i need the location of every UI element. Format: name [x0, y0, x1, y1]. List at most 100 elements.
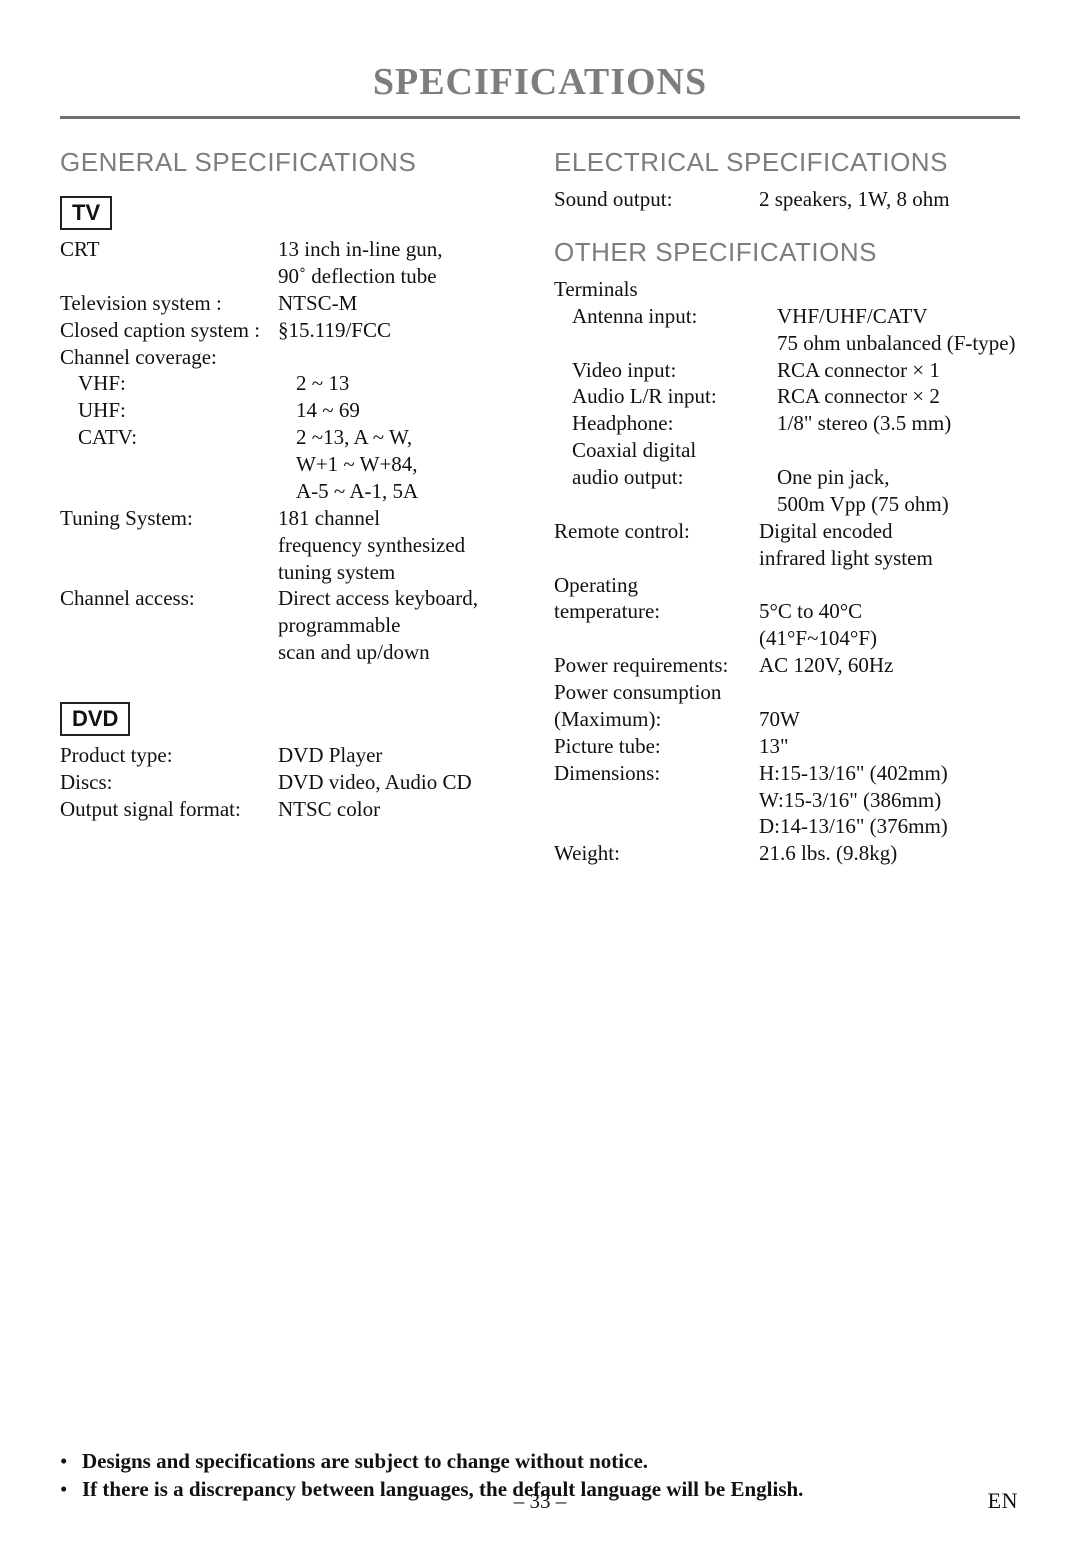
tv-spec-table: CRT 13 inch in-line gun, 90˚ deflection …	[60, 236, 526, 666]
spec-label: (Maximum):	[554, 706, 759, 733]
spec-value: 13 inch in-line gun, 90˚ deflection tube	[278, 236, 442, 290]
spec-label: Coaxial digital	[554, 437, 777, 464]
spec-value: DVD Player	[278, 742, 382, 769]
title-wrap: SPECIFICATIONS	[60, 60, 1020, 108]
spec-row-picture: Picture tube: 13"	[554, 733, 1020, 760]
page-number: – 33 –	[514, 1489, 567, 1514]
spec-label: Sound output:	[554, 186, 759, 213]
spec-value: RCA connector × 1	[777, 357, 940, 384]
spec-label: Power requirements:	[554, 652, 759, 679]
spec-label: Antenna input:	[554, 303, 777, 357]
spec-label: CATV:	[60, 424, 296, 505]
spec-row-coax2: audio output: One pin jack, 500m Vpp (75…	[554, 464, 1020, 518]
spec-row-coverage: Channel coverage:	[60, 344, 526, 371]
spec-row-powercons2: (Maximum): 70W	[554, 706, 1020, 733]
right-column: ELECTRICAL SPECIFICATIONS Sound output: …	[554, 137, 1020, 867]
spec-label: Power consumption	[554, 679, 759, 706]
spec-row-catv: CATV: 2 ~13, A ~ W, W+1 ~ W+84, A-5 ~ A-…	[60, 424, 526, 505]
spec-row-vhf: VHF: 2 ~ 13	[60, 370, 526, 397]
footer: – 33 –	[0, 1489, 1080, 1514]
spec-row-osf: Output signal format: NTSC color	[60, 796, 526, 823]
spec-value: VHF/UHF/CATV 75 ohm unbalanced (F-type)	[777, 303, 1016, 357]
spec-label: Terminals	[554, 276, 759, 303]
spec-label: VHF:	[60, 370, 296, 397]
spec-value: RCA connector × 2	[777, 383, 940, 410]
spec-row-dim: Dimensions: H:15-13/16" (402mm) W:15-3/1…	[554, 760, 1020, 841]
spec-row-tuning: Tuning System: 181 channel frequency syn…	[60, 505, 526, 586]
dvd-box-label: DVD	[60, 702, 130, 736]
spec-label: Channel coverage:	[60, 344, 278, 371]
spec-row-coax1: Coaxial digital	[554, 437, 1020, 464]
other-specs-heading: OTHER SPECIFICATIONS	[554, 237, 1020, 268]
spec-label: Headphone:	[554, 410, 777, 437]
spec-row-crt: CRT 13 inch in-line gun, 90˚ deflection …	[60, 236, 526, 290]
spec-row-optemp2: temperature: 5°C to 40°C (41°F~104°F)	[554, 598, 1020, 652]
spec-label: Picture tube:	[554, 733, 759, 760]
spec-value: 2 ~ 13	[296, 370, 349, 397]
dvd-spec-table: Product type: DVD Player Discs: DVD vide…	[60, 742, 526, 823]
spec-value: 1/8" stereo (3.5 mm)	[777, 410, 951, 437]
spec-label: Video input:	[554, 357, 777, 384]
spec-label: temperature:	[554, 598, 759, 652]
electrical-specs-heading: ELECTRICAL SPECIFICATIONS	[554, 147, 1020, 178]
spec-row-headphone: Headphone: 1/8" stereo (3.5 mm)	[554, 410, 1020, 437]
specifications-page: SPECIFICATIONS GENERAL SPECIFICATIONS TV…	[0, 0, 1080, 1554]
spec-value: 2 ~13, A ~ W, W+1 ~ W+84, A-5 ~ A-1, 5A	[296, 424, 418, 505]
spec-row-optemp1: Operating	[554, 572, 1020, 599]
spacer	[60, 666, 526, 692]
spec-row-uhf: UHF: 14 ~ 69	[60, 397, 526, 424]
tv-box-label: TV	[60, 196, 112, 230]
spec-label: Discs:	[60, 769, 278, 796]
spec-label: UHF:	[60, 397, 296, 424]
spec-row-powercons1: Power consumption	[554, 679, 1020, 706]
spec-label: Closed caption system :	[60, 317, 278, 344]
spec-value: 13"	[759, 733, 789, 760]
spec-label: Tuning System:	[60, 505, 278, 586]
spec-row-tvsys: Television system : NTSC-M	[60, 290, 526, 317]
spec-value: 21.6 lbs. (9.8kg)	[759, 840, 897, 867]
spec-row-powerreq: Power requirements: AC 120V, 60Hz	[554, 652, 1020, 679]
spec-value: H:15-13/16" (402mm) W:15-3/16" (386mm) D…	[759, 760, 948, 841]
spec-row-sound: Sound output: 2 speakers, 1W, 8 ohm	[554, 186, 1020, 213]
footnote-1: • Designs and specifications are subject…	[60, 1447, 1020, 1475]
spec-label: Television system :	[60, 290, 278, 317]
spec-label: Output signal format:	[60, 796, 278, 823]
spec-label: Weight:	[554, 840, 759, 867]
general-specs-heading: GENERAL SPECIFICATIONS	[60, 147, 526, 178]
spec-row-audio: Audio L/R input: RCA connector × 2	[554, 383, 1020, 410]
spec-value: 14 ~ 69	[296, 397, 360, 424]
spec-value: 181 channel frequency synthesized tuning…	[278, 505, 465, 586]
spec-value: NTSC-M	[278, 290, 357, 317]
spec-row-remote: Remote control: Digital encoded infrared…	[554, 518, 1020, 572]
spec-value: §15.119/FCC	[278, 317, 391, 344]
spec-label: Remote control:	[554, 518, 759, 572]
spec-value: 5°C to 40°C (41°F~104°F)	[759, 598, 877, 652]
spec-value: AC 120V, 60Hz	[759, 652, 893, 679]
spec-value: NTSC color	[278, 796, 380, 823]
spec-value: 70W	[759, 706, 800, 733]
title-rule	[60, 116, 1020, 119]
spec-row-cc: Closed caption system : §15.119/FCC	[60, 317, 526, 344]
spec-label: audio output:	[554, 464, 777, 518]
spec-value: One pin jack, 500m Vpp (75 ohm)	[777, 464, 949, 518]
spec-value: Digital encoded infrared light system	[759, 518, 933, 572]
spec-label: Product type:	[60, 742, 278, 769]
spec-label: Operating	[554, 572, 759, 599]
spec-label: Audio L/R input:	[554, 383, 777, 410]
spec-row-weight: Weight: 21.6 lbs. (9.8kg)	[554, 840, 1020, 867]
spec-value: 2 speakers, 1W, 8 ohm	[759, 186, 950, 213]
spec-row-antenna: Antenna input: VHF/UHF/CATV 75 ohm unbal…	[554, 303, 1020, 357]
spec-value: Direct access keyboard, programmable sca…	[278, 585, 478, 666]
language-code: EN	[988, 1488, 1018, 1514]
page-title: SPECIFICATIONS	[60, 60, 1020, 108]
footnote-text: Designs and specifications are subject t…	[82, 1447, 648, 1475]
left-column: GENERAL SPECIFICATIONS TV CRT 13 inch in…	[60, 137, 526, 867]
spec-label: Channel access:	[60, 585, 278, 666]
spec-label: Dimensions:	[554, 760, 759, 841]
spec-row-terminals: Terminals	[554, 276, 1020, 303]
spec-row-discs: Discs: DVD video, Audio CD	[60, 769, 526, 796]
other-spec-table: Terminals Antenna input: VHF/UHF/CATV 75…	[554, 276, 1020, 867]
bullet-icon: •	[60, 1447, 82, 1475]
spec-row-chaccess: Channel access: Direct access keyboard, …	[60, 585, 526, 666]
spec-row-ptype: Product type: DVD Player	[60, 742, 526, 769]
